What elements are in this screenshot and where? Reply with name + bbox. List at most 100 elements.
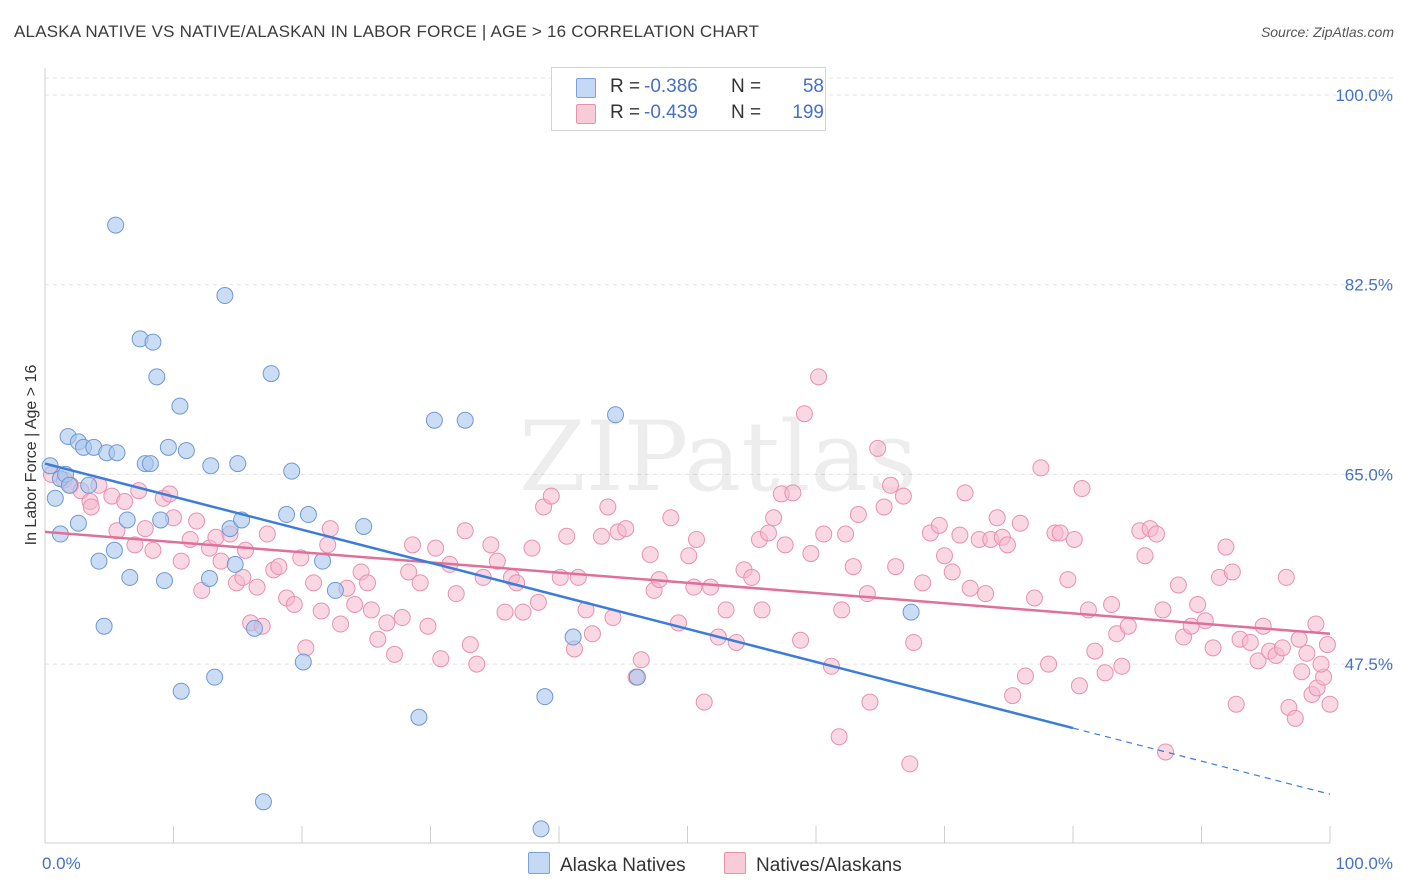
alaska-natives-point <box>107 216 125 234</box>
alaska-natives-point <box>229 455 247 473</box>
natives-alaskans-point <box>810 368 828 386</box>
natives-alaskans-point <box>1318 636 1336 654</box>
natives-alaskans-point <box>332 615 350 633</box>
natives-alaskans-point <box>914 574 932 592</box>
natives-alaskans-point <box>951 526 969 544</box>
alaska-natives-point <box>141 455 159 473</box>
natives-alaskans-point <box>1040 655 1058 673</box>
natives-alaskans-point <box>234 568 252 586</box>
y-tick-label: 100.0% <box>1335 86 1393 105</box>
legend-item-alaska-natives[interactable]: Alaska Natives <box>528 852 686 877</box>
natives-alaskans-point <box>297 639 315 657</box>
natives-alaskans-point <box>248 578 266 596</box>
natives-alaskans-point <box>1011 514 1029 532</box>
stats-legend: R = -0.386 N = 58 R = -0.439 N = 199 <box>551 67 826 131</box>
natives-alaskans-point <box>592 527 610 545</box>
natives-alaskans-point <box>795 405 813 423</box>
alaska-natives-point <box>156 572 174 590</box>
alaska-natives-trendline <box>44 462 1074 730</box>
natives-alaskans-point <box>1286 709 1304 727</box>
x-tick-label: 0.0% <box>42 854 81 873</box>
natives-alaskans-point <box>172 552 190 570</box>
natives-alaskans-point <box>193 581 211 599</box>
natives-alaskans-point <box>1217 538 1235 556</box>
natives-alaskans-point <box>116 493 134 511</box>
natives-alaskans-point <box>1293 663 1311 681</box>
alaska-natives-point <box>200 569 218 587</box>
natives-alaskans-point <box>400 563 418 581</box>
alaska-natives-point <box>202 457 220 475</box>
natives-alaskans-point <box>1051 524 1069 542</box>
natives-alaskans-point <box>236 541 254 559</box>
legend-label: Natives/Alaskans <box>756 855 902 876</box>
alaska-natives-point <box>177 442 195 460</box>
natives-alaskans-point <box>905 633 923 651</box>
natives-alaskans-point <box>680 547 698 565</box>
n-value: 58 <box>802 76 824 97</box>
natives-alaskans-point <box>844 558 862 576</box>
natives-alaskans-point <box>943 563 961 581</box>
alaska-natives-point <box>532 820 550 838</box>
x-tick-label: 100.0% <box>1335 854 1393 873</box>
watermark: ZIPatlas <box>519 401 917 513</box>
y-tick-label: 65.0% <box>1345 465 1393 484</box>
natives-alaskans-point <box>542 487 560 505</box>
legend-label: Alaska Natives <box>560 855 686 876</box>
natives-alaskans-point <box>1273 639 1291 657</box>
alaska-natives-point <box>607 406 625 424</box>
alaska-natives-swatch <box>576 78 596 98</box>
natives-alaskans-point <box>802 545 820 563</box>
chart-title: ALASKA NATIVE VS NATIVE/ALASKAN IN LABOR… <box>14 22 760 41</box>
alaska-natives-point <box>902 603 920 621</box>
y-axis-label: In Labor Force | Age > 16 <box>23 365 40 546</box>
alaska-natives-legend-swatch <box>528 852 550 874</box>
natives-alaskans-point <box>1307 615 1325 633</box>
alaska-natives-point <box>206 668 224 686</box>
natives-alaskans-point <box>362 601 380 619</box>
alaska-natives-point <box>326 581 344 599</box>
natives-alaskans-point <box>1073 480 1091 498</box>
natives-alaskans-point <box>529 593 547 611</box>
natives-alaskans-point <box>1223 563 1241 581</box>
natives-alaskans-point <box>1321 695 1339 713</box>
natives-alaskans-point <box>1065 530 1083 548</box>
natives-alaskans-point <box>404 536 422 554</box>
natives-alaskans-point <box>144 541 162 559</box>
alaska-natives-point <box>355 517 373 535</box>
alaska-natives-point <box>425 411 443 429</box>
natives-alaskans-point <box>207 528 225 546</box>
natives-alaskans-point <box>662 509 680 527</box>
alaska-natives-point <box>278 506 296 524</box>
natives-alaskans-point <box>292 549 310 567</box>
legend-item-natives-alaskans[interactable]: Natives/Alaskans <box>724 852 902 877</box>
alaska-natives-point <box>536 688 554 706</box>
natives-alaskans-point <box>285 596 303 614</box>
natives-alaskans-point <box>427 539 445 557</box>
alaska-natives-point <box>226 555 244 573</box>
alaska-natives-point <box>254 793 272 811</box>
r-label: R = <box>610 76 641 97</box>
natives-alaskans-point <box>1290 630 1308 648</box>
natives-alaskans-point <box>419 617 437 635</box>
natives-alaskans-point <box>875 498 893 516</box>
natives-alaskans-point <box>1189 596 1207 614</box>
natives-alaskans-point <box>1157 743 1175 761</box>
natives-alaskans-point <box>558 527 576 545</box>
natives-alaskans-point <box>894 487 912 505</box>
natives-alaskans-point <box>830 728 848 746</box>
natives-alaskans-point <box>212 552 230 570</box>
y-tick-label: 82.5% <box>1345 276 1393 295</box>
natives-alaskans-point <box>312 602 330 620</box>
natives-alaskans-point <box>1204 639 1222 657</box>
natives-alaskans-point <box>599 498 617 516</box>
natives-alaskans-point <box>378 614 396 632</box>
alaska-natives-point <box>80 476 98 494</box>
natives-alaskans-point <box>359 574 377 592</box>
natives-alaskans-point <box>1119 617 1137 635</box>
natives-alaskans-point <box>461 636 479 654</box>
natives-alaskans-point <box>1169 576 1187 594</box>
natives-alaskans-point <box>523 539 541 557</box>
natives-alaskans-point <box>270 558 288 576</box>
natives-alaskans-point <box>695 693 713 711</box>
